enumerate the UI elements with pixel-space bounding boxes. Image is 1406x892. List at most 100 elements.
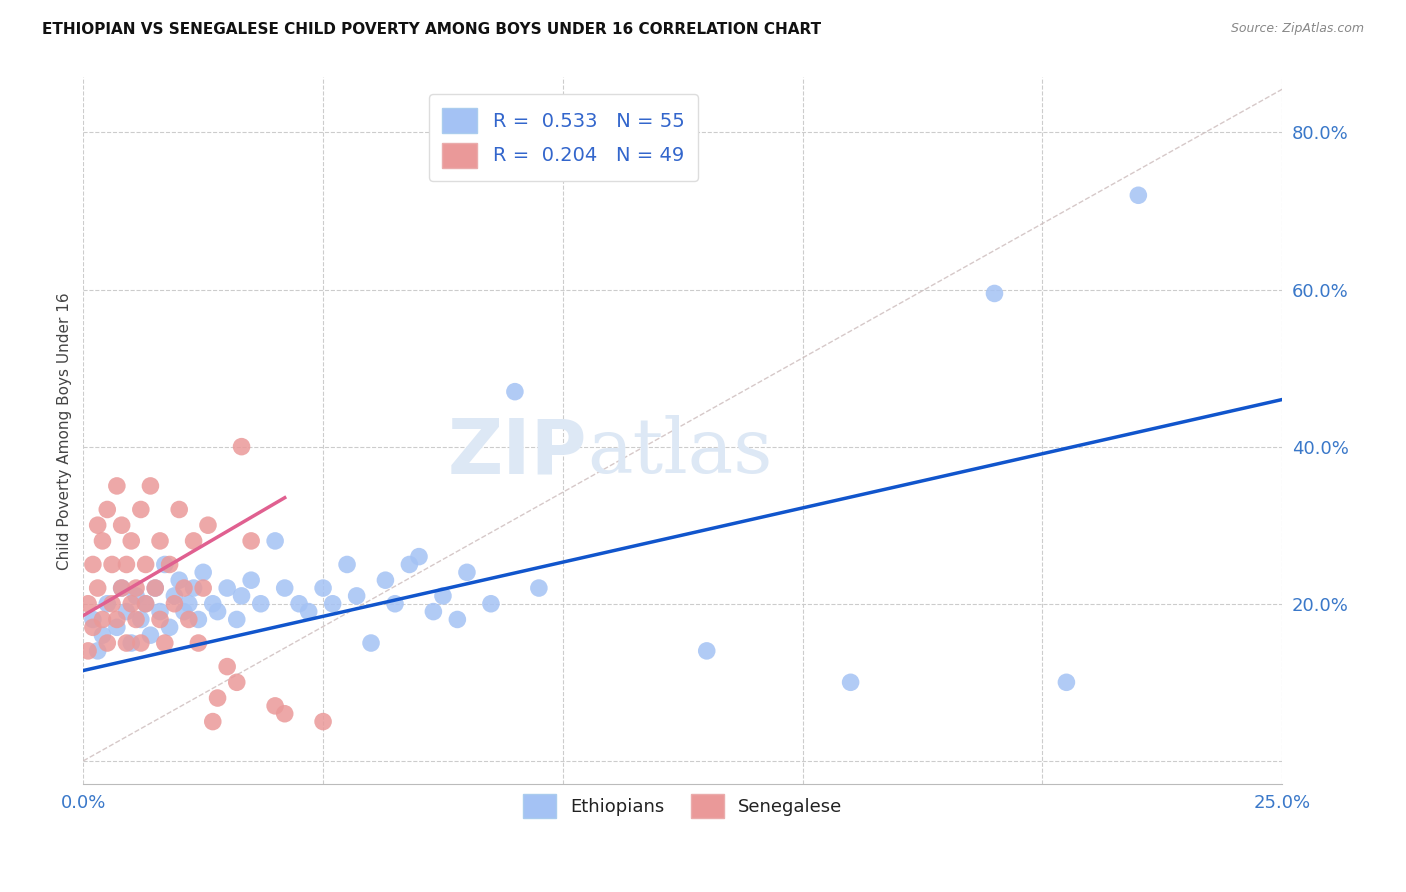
- Point: [839, 675, 862, 690]
- Point: [264, 533, 287, 548]
- Point: [1128, 188, 1150, 202]
- Point: [96, 636, 118, 650]
- Point: [197, 518, 219, 533]
- Point: [177, 597, 200, 611]
- Point: [111, 581, 134, 595]
- Point: [312, 714, 335, 729]
- Point: [177, 612, 200, 626]
- Text: ZIP: ZIP: [447, 415, 586, 489]
- Point: [422, 605, 444, 619]
- Point: [96, 502, 118, 516]
- Point: [120, 636, 142, 650]
- Point: [225, 612, 247, 626]
- Point: [231, 440, 253, 454]
- Point: [384, 597, 406, 611]
- Point: [111, 518, 134, 533]
- Point: [86, 518, 108, 533]
- Point: [193, 566, 215, 580]
- Point: [125, 581, 148, 595]
- Point: [193, 581, 215, 595]
- Point: [139, 479, 162, 493]
- Point: [159, 558, 181, 572]
- Point: [82, 558, 104, 572]
- Point: [115, 605, 138, 619]
- Point: [240, 573, 263, 587]
- Point: [77, 644, 100, 658]
- Point: [322, 597, 344, 611]
- Point: [153, 636, 176, 650]
- Point: [187, 612, 209, 626]
- Point: [115, 636, 138, 650]
- Point: [149, 612, 172, 626]
- Point: [173, 581, 195, 595]
- Point: [336, 558, 359, 572]
- Point: [225, 675, 247, 690]
- Point: [105, 479, 128, 493]
- Y-axis label: Child Poverty Among Boys Under 16: Child Poverty Among Boys Under 16: [58, 292, 72, 570]
- Point: [159, 620, 181, 634]
- Point: [139, 628, 162, 642]
- Point: [86, 644, 108, 658]
- Point: [298, 605, 321, 619]
- Text: atlas: atlas: [586, 415, 772, 489]
- Point: [288, 597, 311, 611]
- Point: [125, 589, 148, 603]
- Point: [96, 597, 118, 611]
- Point: [273, 581, 295, 595]
- Text: Source: ZipAtlas.com: Source: ZipAtlas.com: [1230, 22, 1364, 36]
- Point: [207, 691, 229, 706]
- Point: [201, 597, 224, 611]
- Point: [105, 612, 128, 626]
- Point: [129, 502, 152, 516]
- Point: [503, 384, 526, 399]
- Point: [167, 502, 190, 516]
- Point: [408, 549, 430, 564]
- Point: [479, 597, 502, 611]
- Point: [125, 612, 148, 626]
- Point: [312, 581, 335, 595]
- Point: [217, 659, 239, 673]
- Point: [273, 706, 295, 721]
- Point: [129, 636, 152, 650]
- Point: [135, 558, 157, 572]
- Point: [77, 597, 100, 611]
- Point: [456, 566, 478, 580]
- Point: [91, 612, 114, 626]
- Point: [240, 533, 263, 548]
- Point: [105, 620, 128, 634]
- Point: [149, 605, 172, 619]
- Point: [135, 597, 157, 611]
- Point: [163, 597, 186, 611]
- Point: [374, 573, 396, 587]
- Point: [129, 612, 152, 626]
- Point: [187, 636, 209, 650]
- Point: [249, 597, 271, 611]
- Point: [231, 589, 253, 603]
- Point: [201, 714, 224, 729]
- Point: [696, 644, 718, 658]
- Point: [432, 589, 454, 603]
- Point: [91, 628, 114, 642]
- Point: [346, 589, 368, 603]
- Point: [207, 605, 229, 619]
- Point: [167, 573, 190, 587]
- Point: [101, 558, 124, 572]
- Point: [101, 597, 124, 611]
- Point: [163, 589, 186, 603]
- Point: [135, 597, 157, 611]
- Point: [120, 533, 142, 548]
- Point: [120, 597, 142, 611]
- Point: [143, 581, 166, 595]
- Point: [91, 533, 114, 548]
- Point: [115, 558, 138, 572]
- Point: [173, 605, 195, 619]
- Point: [149, 533, 172, 548]
- Point: [217, 581, 239, 595]
- Point: [183, 533, 205, 548]
- Point: [527, 581, 550, 595]
- Point: [111, 581, 134, 595]
- Point: [82, 620, 104, 634]
- Text: ETHIOPIAN VS SENEGALESE CHILD POVERTY AMONG BOYS UNDER 16 CORRELATION CHART: ETHIOPIAN VS SENEGALESE CHILD POVERTY AM…: [42, 22, 821, 37]
- Legend: Ethiopians, Senegalese: Ethiopians, Senegalese: [516, 788, 849, 825]
- Point: [983, 286, 1005, 301]
